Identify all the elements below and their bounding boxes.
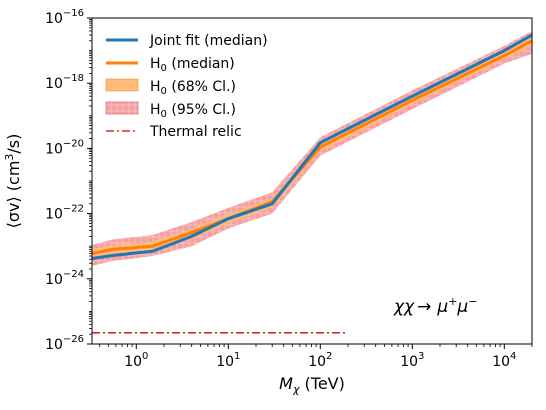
lines-layer xyxy=(92,33,532,334)
x-tick-label: 104 xyxy=(492,351,516,370)
series-line-joint-fit-median xyxy=(92,33,532,260)
x-tick-label: 102 xyxy=(308,351,332,370)
x-axis-title-sub: χ xyxy=(292,383,300,396)
legend-label-h0-95: H0 (95% Cl.) xyxy=(150,102,236,120)
y-axis: 10−26 10−24 10−22 10−20 10−18 10−16 xyxy=(45,8,92,353)
legend-label-joint-fit: Joint fit (median) xyxy=(149,33,268,49)
legend-swatch-h0-95 xyxy=(105,101,139,115)
y-axis-title: ⟨σv⟩ (cm3/s) xyxy=(3,134,23,229)
band-h-95-cl xyxy=(92,30,532,266)
y-tick-label: 10−26 xyxy=(45,334,84,353)
process-annotation: χχ → μ+μ− xyxy=(393,295,477,317)
y-tick-label: 10−24 xyxy=(45,269,84,288)
y-axis-title-sup: 3 xyxy=(3,154,16,161)
y-axis-title-pre: ⟨σv⟩ (cm xyxy=(4,161,23,229)
x-axis-title-rest: (TeV) xyxy=(299,374,344,393)
y-tick-label: 10−16 xyxy=(45,8,84,27)
x-tick-label: 101 xyxy=(216,351,240,370)
legend-label-h0-68: H0 (68% Cl.) xyxy=(150,79,236,97)
plot-area xyxy=(92,30,532,334)
legend: Joint fit (median) H0 (median) H0 (68% C… xyxy=(105,33,268,140)
x-axis-title-base: M xyxy=(279,374,293,393)
y-tick-label: 10−22 xyxy=(45,204,84,223)
y-axis-title-post: /s) xyxy=(4,134,23,154)
x-tick-label: 103 xyxy=(400,351,424,370)
y-tick-label: 10−18 xyxy=(45,73,84,92)
legend-swatch-h0-68 xyxy=(105,78,139,92)
legend-label-thermal-relic: Thermal relic xyxy=(149,124,242,140)
x-axis-title: Mχ (TeV) xyxy=(279,374,345,396)
x-tick-label: 100 xyxy=(124,351,148,370)
x-axis: 100 101 102 103 104 xyxy=(99,344,533,370)
legend-label-h0-median: H0 (median) xyxy=(150,56,235,74)
y-tick-label: 10−20 xyxy=(45,138,84,157)
